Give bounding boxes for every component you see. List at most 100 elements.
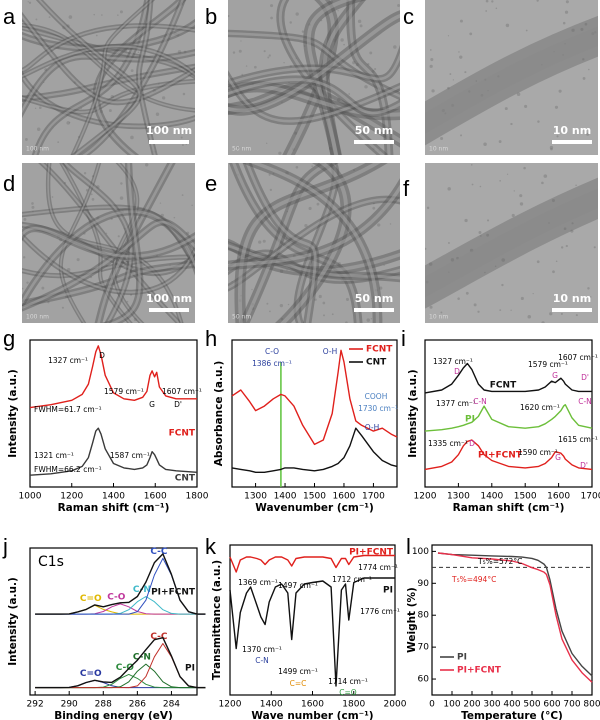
x-tick-label: 1700: [362, 492, 385, 502]
series-label: FCNT: [169, 429, 196, 439]
y-axis-label: Intensity (a.u.): [7, 369, 19, 458]
fiber: [22, 48, 195, 119]
annotation: 1776 cm⁻¹: [360, 607, 400, 616]
panel-letter: f: [403, 176, 410, 201]
series-label: PI: [383, 586, 393, 596]
fiber: [22, 204, 195, 270]
image-speck: [316, 202, 320, 206]
image-speck: [351, 230, 354, 233]
annotation: D': [580, 461, 588, 470]
image-speck: [186, 231, 190, 235]
component-curve: [35, 604, 206, 615]
image-speck: [59, 238, 63, 242]
annotation: G: [552, 371, 558, 380]
annotation: 1386 cm⁻¹: [252, 359, 292, 368]
image-speck: [266, 302, 269, 305]
fiber: [22, 221, 195, 277]
image-speck: [90, 193, 93, 196]
image-speck: [241, 73, 244, 76]
image-speck: [295, 12, 299, 16]
annotation: 1327 cm⁻¹: [433, 357, 473, 366]
image-speck: [31, 202, 34, 205]
fiber-core: [22, 24, 195, 111]
x-tick-label: 288: [95, 700, 112, 710]
image-speck: [245, 103, 249, 107]
x-axis-label: Raman shift (cm⁻¹): [453, 502, 565, 514]
image-speck: [183, 50, 187, 54]
image-speck: [31, 205, 35, 209]
image-speck: [22, 20, 24, 23]
fiber: [228, 177, 400, 271]
fiber-core: [113, 163, 143, 323]
image-speck: [532, 292, 534, 295]
image-speck: [560, 312, 563, 316]
fiber: [22, 231, 195, 295]
image-speck: [61, 306, 64, 309]
image-speck: [251, 303, 254, 306]
x-tick-label: 400: [503, 700, 520, 710]
image-speck: [308, 206, 312, 211]
image-speck: [283, 62, 285, 64]
image-speck: [161, 96, 166, 100]
image-speck: [513, 190, 515, 192]
image-speck: [301, 30, 305, 33]
series-line: [424, 439, 593, 471]
image-speck: [119, 10, 123, 14]
image-speck: [501, 283, 504, 287]
image-speck: [383, 264, 385, 267]
image-speck: [130, 135, 134, 140]
image-speck: [117, 14, 119, 16]
image-speck: [119, 196, 124, 200]
image-speck: [536, 0, 539, 2]
fiber: [234, 163, 388, 323]
annotation: 1774 cm⁻¹: [358, 563, 398, 572]
x-tick-label: 284: [163, 700, 180, 710]
annotation: O-H: [365, 423, 379, 432]
image-speck: [34, 107, 37, 109]
image-speck: [281, 101, 283, 103]
fiber: [22, 254, 195, 279]
x-tick-label: 1600: [547, 492, 570, 502]
series-line: [229, 577, 395, 687]
image-speck: [447, 35, 450, 37]
image-speck: [303, 45, 306, 47]
imprint: 10 nm: [429, 146, 448, 153]
image-speck: [396, 88, 400, 92]
image-speck: [304, 224, 308, 228]
image-speck: [471, 183, 474, 186]
image-speck: [176, 33, 180, 37]
fiber-core: [228, 86, 400, 144]
image-speck: [22, 256, 26, 259]
image-speck: [180, 2, 184, 6]
fiber-core: [425, 26, 598, 134]
image-speck: [371, 69, 375, 73]
image-speck: [146, 47, 149, 50]
image-speck: [501, 258, 506, 262]
image-speck: [499, 180, 501, 182]
fiber: [22, 43, 195, 79]
x-axis-label: Wave number (cm⁻¹): [251, 710, 373, 720]
image-speck: [51, 196, 54, 198]
image-speck: [372, 147, 375, 150]
image-speck: [295, 165, 299, 169]
image-speck: [286, 210, 289, 213]
fiber-core: [60, 163, 132, 323]
y-axis-label: Absorbance (a.u.): [213, 361, 225, 467]
fiber-core: [228, 252, 400, 282]
tem-image: [425, 0, 598, 155]
image-speck: [590, 296, 592, 298]
fiber: [238, 163, 339, 323]
image-speck: [389, 223, 392, 225]
image-speck: [320, 19, 323, 22]
image-speck: [180, 136, 183, 139]
image-speck: [523, 166, 526, 170]
fiber-core: [97, 163, 173, 323]
image-speck: [554, 105, 559, 109]
image-speck: [236, 173, 239, 176]
fiber-core: [34, 0, 149, 155]
x-tick-label: 1800: [342, 700, 365, 710]
image-speck: [43, 81, 45, 84]
fiber: [38, 163, 183, 323]
fiber: [22, 11, 195, 106]
x-axis-label: Temperature (°C): [461, 710, 563, 720]
